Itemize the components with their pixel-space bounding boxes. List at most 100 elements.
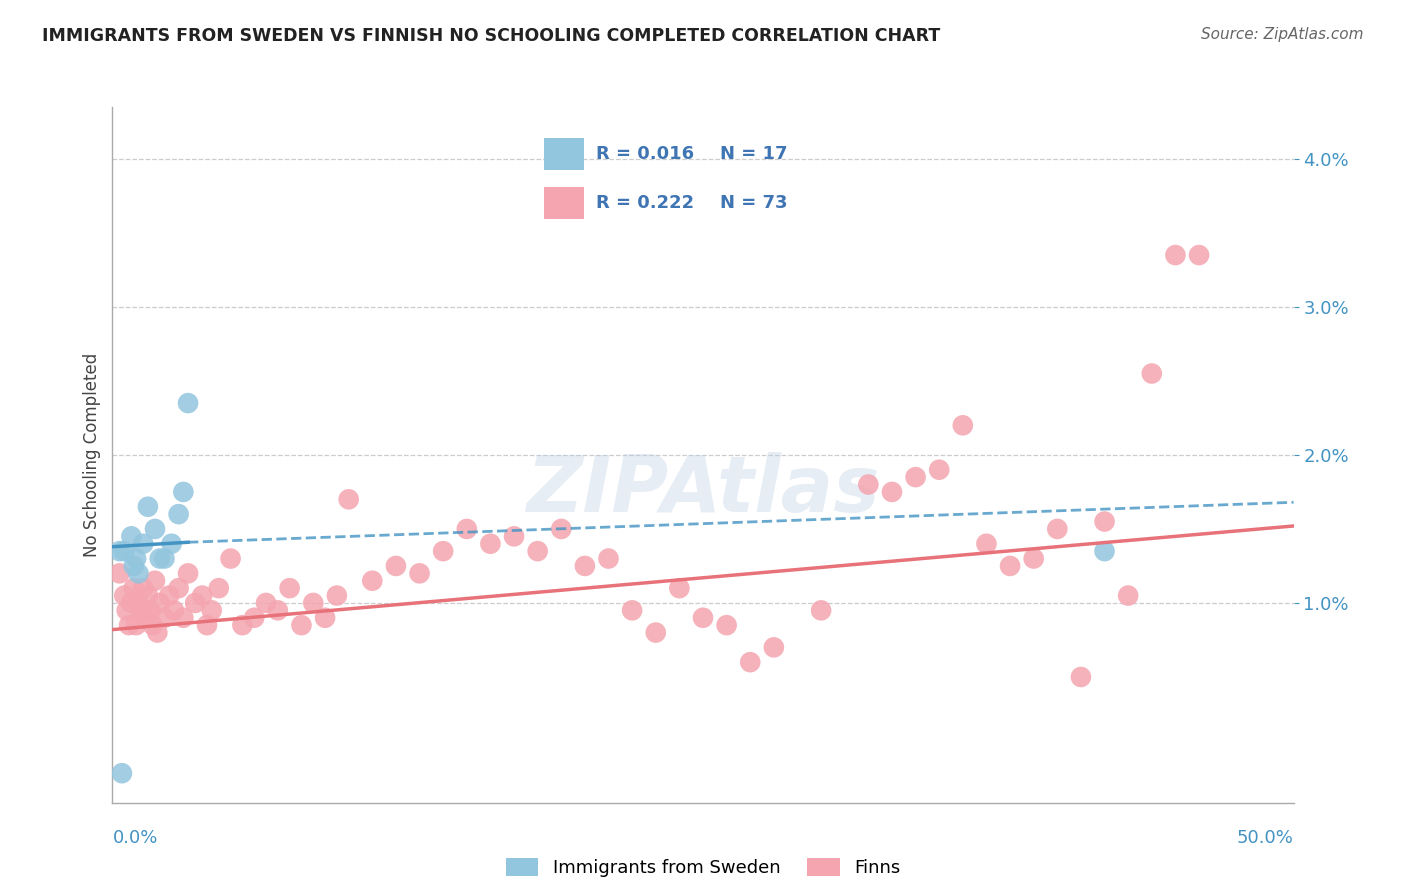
Point	[574, 558, 596, 573]
Point	[125, 618, 148, 632]
Point	[108, 544, 131, 558]
Point	[139, 603, 162, 617]
Point	[254, 596, 277, 610]
Point	[112, 544, 135, 558]
Point	[136, 500, 159, 514]
Point	[976, 537, 998, 551]
Point	[120, 529, 142, 543]
Point	[314, 611, 336, 625]
Point	[456, 522, 478, 536]
Point	[692, 611, 714, 625]
Point	[153, 611, 176, 625]
Text: R = 0.222: R = 0.222	[596, 194, 695, 212]
Point	[125, 551, 148, 566]
Point	[149, 551, 172, 566]
Point	[1070, 670, 1092, 684]
Point	[120, 596, 142, 610]
Point	[858, 477, 880, 491]
Point	[231, 618, 253, 632]
Point	[143, 574, 166, 588]
Point	[550, 522, 572, 536]
Point	[143, 522, 166, 536]
Point	[115, 603, 138, 617]
Point	[195, 618, 218, 632]
Point	[740, 655, 762, 669]
Point	[762, 640, 785, 655]
Point	[668, 581, 690, 595]
Point	[111, 766, 134, 780]
Point	[135, 611, 157, 625]
Point	[172, 484, 194, 499]
Point	[810, 603, 832, 617]
Point	[112, 589, 135, 603]
Point	[479, 537, 502, 551]
Point	[191, 589, 214, 603]
Point	[361, 574, 384, 588]
Point	[1140, 367, 1163, 381]
Point	[201, 603, 224, 617]
Point	[172, 611, 194, 625]
Point	[177, 396, 200, 410]
Point	[267, 603, 290, 617]
Point	[163, 603, 186, 617]
Point	[122, 558, 145, 573]
Point	[621, 603, 644, 617]
Point	[326, 589, 349, 603]
Text: IMMIGRANTS FROM SWEDEN VS FINNISH NO SCHOOLING COMPLETED CORRELATION CHART: IMMIGRANTS FROM SWEDEN VS FINNISH NO SCH…	[42, 27, 941, 45]
Point	[408, 566, 430, 581]
Text: Source: ZipAtlas.com: Source: ZipAtlas.com	[1201, 27, 1364, 42]
Bar	[544, 137, 583, 169]
Point	[127, 566, 149, 581]
Point	[136, 589, 159, 603]
Point	[1164, 248, 1187, 262]
Point	[153, 551, 176, 566]
Point	[598, 551, 620, 566]
Point	[337, 492, 360, 507]
Point	[998, 558, 1021, 573]
Point	[385, 558, 408, 573]
Point	[904, 470, 927, 484]
Point	[118, 618, 141, 632]
Point	[503, 529, 526, 543]
Point	[177, 566, 200, 581]
Point	[219, 551, 242, 566]
Point	[952, 418, 974, 433]
Text: N = 73: N = 73	[720, 194, 787, 212]
Point	[160, 537, 183, 551]
Bar	[544, 187, 583, 219]
Point	[132, 581, 155, 595]
Point	[167, 507, 190, 521]
Point	[208, 581, 231, 595]
Point	[167, 581, 190, 595]
Y-axis label: No Schooling Completed: No Schooling Completed	[83, 353, 101, 557]
Point	[1116, 589, 1139, 603]
Text: R = 0.016: R = 0.016	[596, 145, 695, 162]
Point	[127, 596, 149, 610]
Point	[432, 544, 454, 558]
Point	[880, 484, 903, 499]
Point	[129, 603, 152, 617]
Text: N = 17: N = 17	[720, 145, 787, 162]
Point	[146, 625, 169, 640]
Text: 50.0%: 50.0%	[1237, 829, 1294, 847]
Point	[1022, 551, 1045, 566]
Point	[302, 596, 325, 610]
Point	[716, 618, 738, 632]
Point	[1094, 544, 1116, 558]
Point	[122, 581, 145, 595]
Point	[290, 618, 312, 632]
Point	[1046, 522, 1069, 536]
Point	[1094, 515, 1116, 529]
Legend: Immigrants from Sweden, Finns: Immigrants from Sweden, Finns	[498, 850, 908, 884]
Text: 0.0%: 0.0%	[112, 829, 157, 847]
Point	[928, 463, 950, 477]
Text: ZIPAtlas: ZIPAtlas	[526, 451, 880, 528]
Point	[278, 581, 301, 595]
Point	[243, 611, 266, 625]
Point	[644, 625, 666, 640]
Point	[526, 544, 548, 558]
Point	[149, 596, 172, 610]
Point	[1188, 248, 1211, 262]
Point	[108, 566, 131, 581]
Point	[132, 537, 155, 551]
